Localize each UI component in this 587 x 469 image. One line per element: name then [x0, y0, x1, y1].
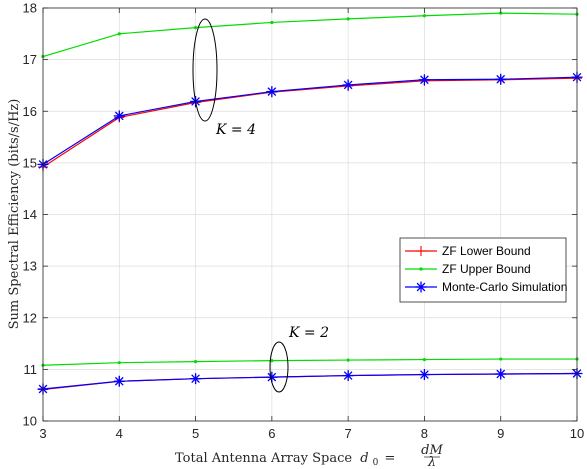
- dot-marker: [270, 20, 274, 25]
- x-axis-label-sub: 0: [373, 458, 379, 468]
- tick-labels: 3 4 5 6 7 8 9 10 10 11 12 13 14 15 16 17 18: [23, 1, 585, 442]
- x-axis-label-frac-num: dM: [421, 443, 443, 458]
- asterisk-marker: [266, 86, 278, 98]
- x-tick-label: 9: [497, 426, 504, 441]
- x-tick-label: 4: [116, 426, 123, 441]
- dot-marker: [422, 357, 427, 362]
- dot-marker: [422, 14, 427, 18]
- series-line: [42, 372, 578, 390]
- annotation-k2: K = 2: [288, 325, 329, 341]
- k2-ellipse: [269, 341, 289, 393]
- y-tick-label: 17: [23, 52, 37, 67]
- annotation-k4: K = 4: [215, 122, 256, 138]
- asterisk-marker-stroke: [343, 80, 353, 90]
- series-line: [42, 76, 578, 165]
- series-zf-upper-bound-k2: [41, 357, 579, 367]
- y-tick-label: 16: [23, 104, 37, 119]
- asterisk-marker: [415, 281, 427, 293]
- k4-ellipse: [192, 18, 218, 122]
- legend-box: [399, 237, 567, 303]
- asterisk-marker: [342, 79, 354, 91]
- x-tick-label: 8: [421, 426, 428, 441]
- asterisk-marker: [418, 74, 430, 86]
- y-tick-label: 18: [23, 1, 37, 16]
- asterisk-marker-stroke: [191, 374, 200, 384]
- asterisk-marker-stroke: [420, 75, 429, 85]
- legend: ZF Lower Bound ZF Upper Bound Monte-Carlo …: [399, 237, 567, 303]
- dot-marker: [346, 358, 350, 362]
- asterisk-marker-stroke: [114, 376, 124, 386]
- dot-marker: [193, 26, 198, 30]
- legend-label: ZF Upper Bound: [442, 262, 531, 276]
- legend-item: ZF Upper Bound: [405, 262, 531, 276]
- legend-label: ZF Lower Bound: [442, 244, 531, 258]
- asterisk-marker-stroke: [114, 111, 124, 121]
- asterisk-marker: [495, 73, 507, 85]
- asterisk-marker-stroke: [267, 87, 277, 96]
- y-tick-label: 14: [23, 207, 37, 222]
- dot-marker: [499, 11, 503, 15]
- axes-box: [42, 7, 578, 422]
- asterisk-marker-stroke: [343, 371, 353, 380]
- x-tick-label: 6: [268, 426, 275, 441]
- y-tick-label: 10: [23, 414, 37, 429]
- asterisk-marker: [113, 375, 125, 387]
- x-tick-label: 3: [39, 426, 46, 441]
- asterisk-marker: [342, 370, 354, 382]
- x-axis-label-var: d: [360, 451, 368, 466]
- x-tick-label: 7: [345, 426, 352, 441]
- y-axis-label: Sum Spectral Efficiency (bits/s/Hz): [7, 99, 22, 330]
- series-layer: [37, 11, 583, 395]
- asterisk-marker: [418, 369, 430, 381]
- dot-marker: [117, 32, 121, 36]
- asterisk-marker: [495, 368, 507, 380]
- x-tick-label: 5: [192, 426, 199, 441]
- legend-item: ZF Lower Bound: [405, 244, 531, 258]
- asterisk-marker: [190, 373, 202, 385]
- asterisk-marker-stroke: [267, 372, 277, 382]
- x-axis-label-frac-den: λ: [427, 455, 436, 469]
- x-axis-label-text: Total Antenna Array Space: [175, 451, 352, 466]
- y-tick-label: 13: [23, 259, 37, 274]
- y-tick-label: 15: [23, 155, 37, 170]
- x-tick-label: 10: [570, 426, 584, 441]
- plus-marker: [416, 246, 426, 256]
- asterisk-marker-stroke: [420, 370, 429, 379]
- dot-marker: [419, 267, 423, 271]
- series-line: [42, 77, 578, 168]
- legend-item: Monte-Carlo Simulation: [405, 280, 567, 294]
- series-line: [42, 358, 577, 366]
- asterisk-marker-stroke: [416, 282, 426, 292]
- series-zf-upper-bound-k4: [41, 11, 579, 59]
- x-axis-label: Total Antenna Array Space d 0 =: [175, 451, 395, 469]
- series-line: [42, 12, 578, 58]
- dot-marker: [117, 361, 121, 365]
- series-monte-carlo-simulation-k2: [37, 368, 583, 395]
- dot-marker: [193, 360, 198, 364]
- dot-marker: [499, 357, 503, 361]
- y-tick-label: 11: [24, 362, 38, 377]
- asterisk-marker-stroke: [496, 369, 506, 379]
- legend-label: Monte-Carlo Simulation: [442, 280, 567, 294]
- y-tick-label: 12: [23, 310, 37, 325]
- series-monte-carlo-simulation-k4: [37, 71, 583, 170]
- dot-marker: [346, 17, 350, 21]
- asterisk-marker-stroke: [496, 74, 506, 84]
- asterisk-marker: [113, 110, 125, 122]
- dot-marker: [270, 358, 274, 363]
